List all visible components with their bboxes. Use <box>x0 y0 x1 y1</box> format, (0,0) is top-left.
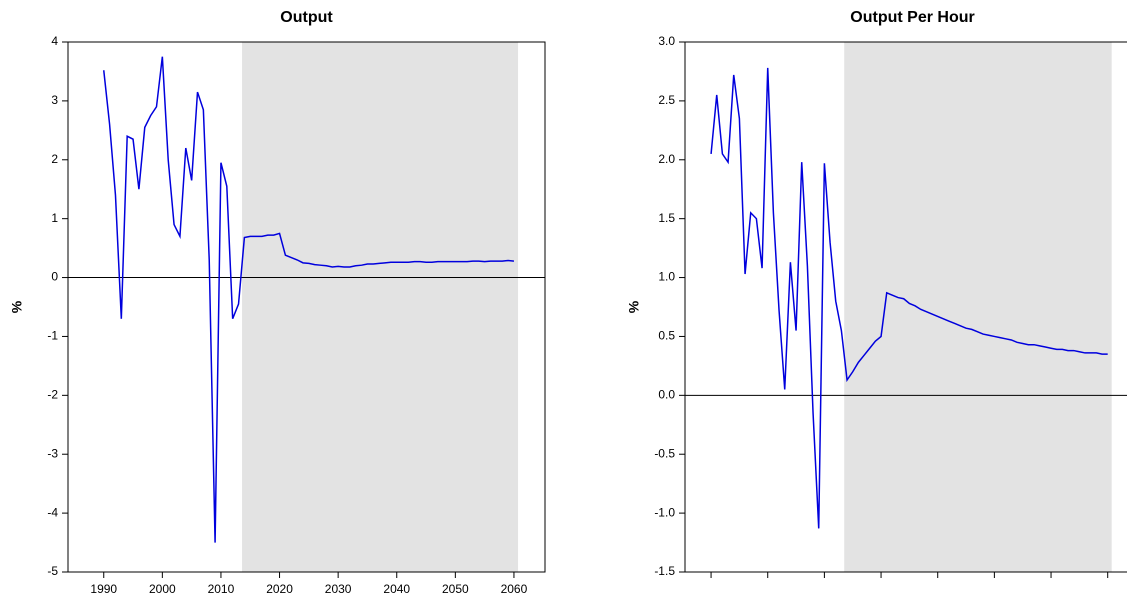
y-axis-label: % <box>9 300 25 313</box>
y-axis-label: % <box>626 300 642 313</box>
x-tick-label: 2010 <box>208 582 235 596</box>
y-tick-label: 1 <box>51 211 58 225</box>
y-tick-label: -0.5 <box>654 446 675 460</box>
y-tick-label: 2.0 <box>658 152 675 166</box>
data-line <box>710 67 1108 529</box>
y-tick-label: -3 <box>47 446 58 460</box>
x-tick-label: 2040 <box>383 582 410 596</box>
forecast-shade <box>242 42 519 572</box>
plot-frame <box>684 41 1127 573</box>
forecast-shade <box>844 42 1112 572</box>
x-tick-label: 2060 <box>501 582 528 596</box>
y-tick-label: -1.0 <box>654 505 675 519</box>
y-tick-label: -2 <box>47 388 58 402</box>
y-tick-label: 0 <box>51 270 58 284</box>
x-tick-label: 2020 <box>266 582 293 596</box>
y-tick-label: 1.0 <box>658 270 675 284</box>
y-tick-label: -4 <box>47 505 58 519</box>
x-tick-label: 1990 <box>90 582 117 596</box>
x-tick-label: 2000 <box>149 582 176 596</box>
y-tick-label: 1.5 <box>658 211 675 225</box>
plot-frame <box>67 41 546 573</box>
y-tick-label: 0.5 <box>658 329 675 343</box>
x-tick-label: 2050 <box>442 582 469 596</box>
data-line <box>103 56 515 543</box>
chart-title: Output <box>280 9 333 26</box>
y-tick-label: 4 <box>51 34 58 48</box>
x-tick-label: 2030 <box>325 582 352 596</box>
y-tick-label: 2.5 <box>658 93 675 107</box>
y-tick-label: 3 <box>51 93 58 107</box>
y-tick-label: -1 <box>47 329 58 343</box>
y-tick-label: -5 <box>47 564 58 578</box>
chart-title: Output Per Hour <box>850 9 974 26</box>
y-tick-label: 2 <box>51 152 58 166</box>
y-tick-label: -1.5 <box>654 564 675 578</box>
y-tick-label: 3.0 <box>658 34 675 48</box>
y-tick-label: 0.0 <box>658 388 675 402</box>
